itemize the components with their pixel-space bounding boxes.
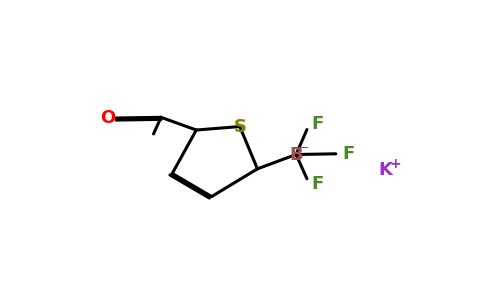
Text: K: K bbox=[378, 161, 392, 179]
Text: F: F bbox=[311, 175, 323, 193]
Text: F: F bbox=[343, 145, 355, 163]
Text: O: O bbox=[100, 109, 115, 127]
Text: B: B bbox=[289, 146, 303, 164]
Text: +: + bbox=[390, 157, 401, 170]
Text: S: S bbox=[233, 118, 246, 136]
Text: F: F bbox=[311, 115, 323, 133]
Text: −: − bbox=[299, 142, 310, 154]
